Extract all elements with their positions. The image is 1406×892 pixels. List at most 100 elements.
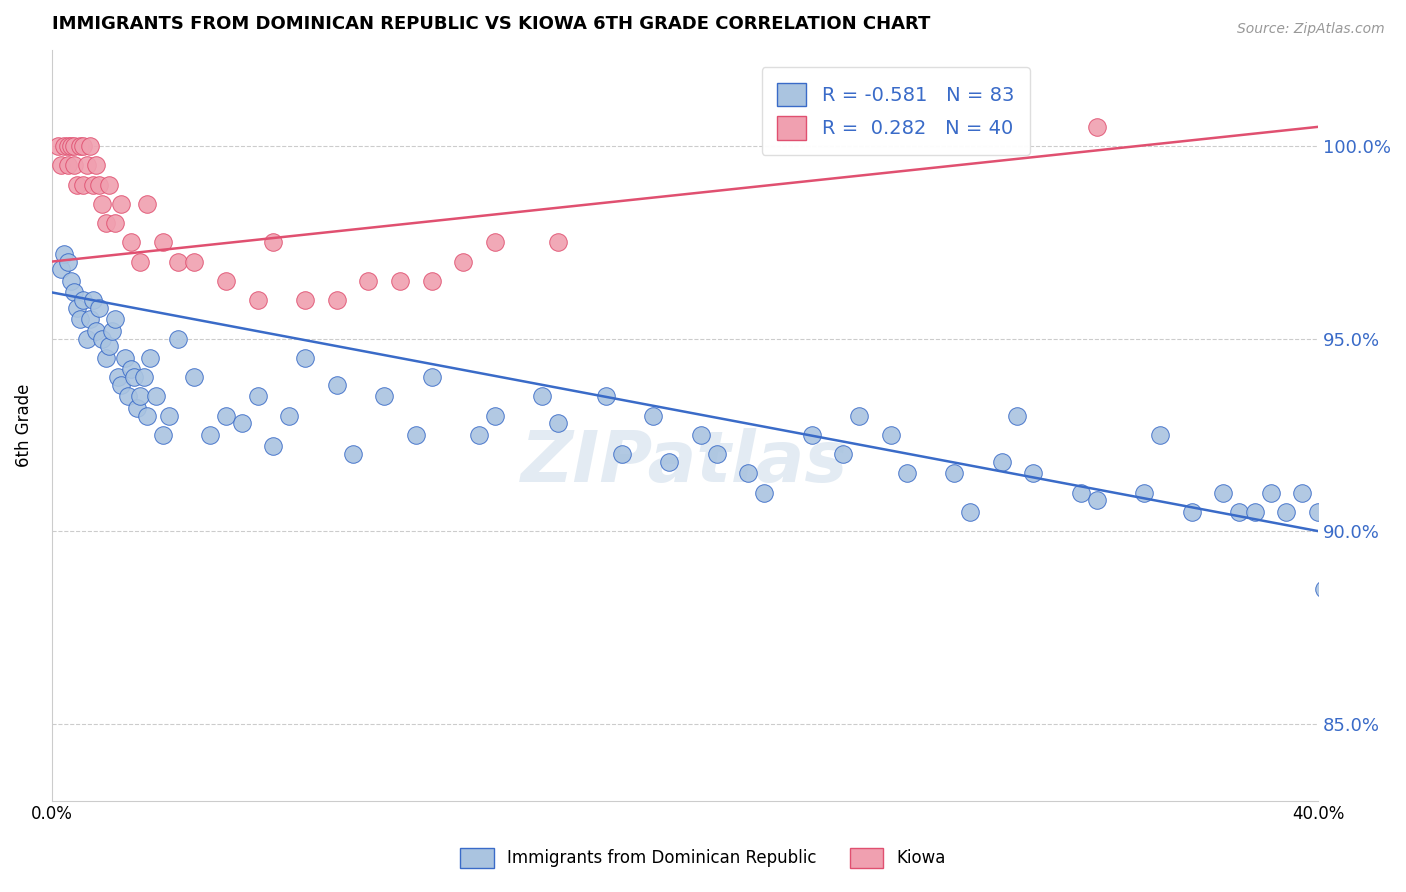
Point <box>1227 505 1250 519</box>
Point <box>658 455 681 469</box>
Point <box>63 285 86 300</box>
Point <box>1323 620 1346 634</box>
Legend: R = -0.581   N = 83, R =  0.282   N = 40: R = -0.581 N = 83, R = 0.282 N = 40 <box>762 67 1029 155</box>
Point <box>610 447 633 461</box>
Point <box>246 389 269 403</box>
Text: Source: ZipAtlas.com: Source: ZipAtlas.com <box>1237 22 1385 37</box>
Point <box>69 312 91 326</box>
Point <box>357 274 380 288</box>
Point <box>215 274 238 288</box>
Point <box>46 139 69 153</box>
Point <box>183 254 205 268</box>
Point <box>84 324 107 338</box>
Point <box>643 409 665 423</box>
Point <box>1275 505 1298 519</box>
Y-axis label: 6th Grade: 6th Grade <box>15 384 32 467</box>
Point <box>152 235 174 250</box>
Point <box>1260 485 1282 500</box>
Point <box>278 409 301 423</box>
Point <box>1308 505 1330 519</box>
Point <box>990 455 1012 469</box>
Point <box>325 293 347 307</box>
Point <box>848 409 870 423</box>
Point <box>63 158 86 172</box>
Point <box>1070 485 1092 500</box>
Point <box>198 428 221 442</box>
Point <box>468 428 491 442</box>
Point <box>157 409 180 423</box>
Point <box>117 389 139 403</box>
Point <box>114 351 136 365</box>
Point <box>82 178 104 192</box>
Point <box>69 139 91 153</box>
Point <box>53 139 76 153</box>
Point <box>59 139 82 153</box>
Point <box>51 262 73 277</box>
Text: IMMIGRANTS FROM DOMINICAN REPUBLIC VS KIOWA 6TH GRADE CORRELATION CHART: IMMIGRANTS FROM DOMINICAN REPUBLIC VS KI… <box>52 15 931 33</box>
Point <box>84 158 107 172</box>
Point <box>76 332 98 346</box>
Point <box>1212 485 1234 500</box>
Point <box>706 447 728 461</box>
Point <box>129 254 152 268</box>
Point <box>72 293 94 307</box>
Point <box>63 139 86 153</box>
Point <box>145 389 167 403</box>
Point <box>595 389 617 403</box>
Point <box>82 293 104 307</box>
Point <box>122 370 145 384</box>
Point <box>689 428 711 442</box>
Point <box>1149 428 1171 442</box>
Point <box>132 370 155 384</box>
Point <box>56 254 79 268</box>
Point <box>76 158 98 172</box>
Point <box>91 332 114 346</box>
Point <box>120 362 142 376</box>
Point <box>484 409 506 423</box>
Point <box>107 370 129 384</box>
Point <box>943 467 966 481</box>
Point <box>294 351 316 365</box>
Point <box>1291 485 1313 500</box>
Point <box>94 216 117 230</box>
Point <box>388 274 411 288</box>
Point <box>1133 485 1156 500</box>
Point <box>262 235 284 250</box>
Point <box>79 312 101 326</box>
Point <box>51 158 73 172</box>
Point <box>167 254 190 268</box>
Point <box>135 197 157 211</box>
Point <box>420 274 443 288</box>
Point <box>139 351 162 365</box>
Point <box>1085 493 1108 508</box>
Point <box>59 274 82 288</box>
Point <box>484 235 506 250</box>
Point <box>405 428 427 442</box>
Point <box>94 351 117 365</box>
Point <box>135 409 157 423</box>
Point <box>342 447 364 461</box>
Point <box>453 254 475 268</box>
Point <box>110 197 132 211</box>
Point <box>127 401 149 415</box>
Point <box>959 505 981 519</box>
Point <box>72 178 94 192</box>
Point <box>56 158 79 172</box>
Point <box>1085 120 1108 134</box>
Point <box>373 389 395 403</box>
Point <box>737 467 759 481</box>
Point <box>66 301 89 315</box>
Point <box>1243 505 1265 519</box>
Legend: Immigrants from Dominican Republic, Kiowa: Immigrants from Dominican Republic, Kiow… <box>454 841 952 875</box>
Point <box>89 301 111 315</box>
Point <box>547 235 569 250</box>
Point <box>896 467 918 481</box>
Point <box>97 178 120 192</box>
Point <box>104 216 127 230</box>
Point <box>294 293 316 307</box>
Point <box>531 389 554 403</box>
Point <box>1339 678 1361 692</box>
Point <box>66 178 89 192</box>
Point <box>752 485 775 500</box>
Point <box>97 339 120 353</box>
